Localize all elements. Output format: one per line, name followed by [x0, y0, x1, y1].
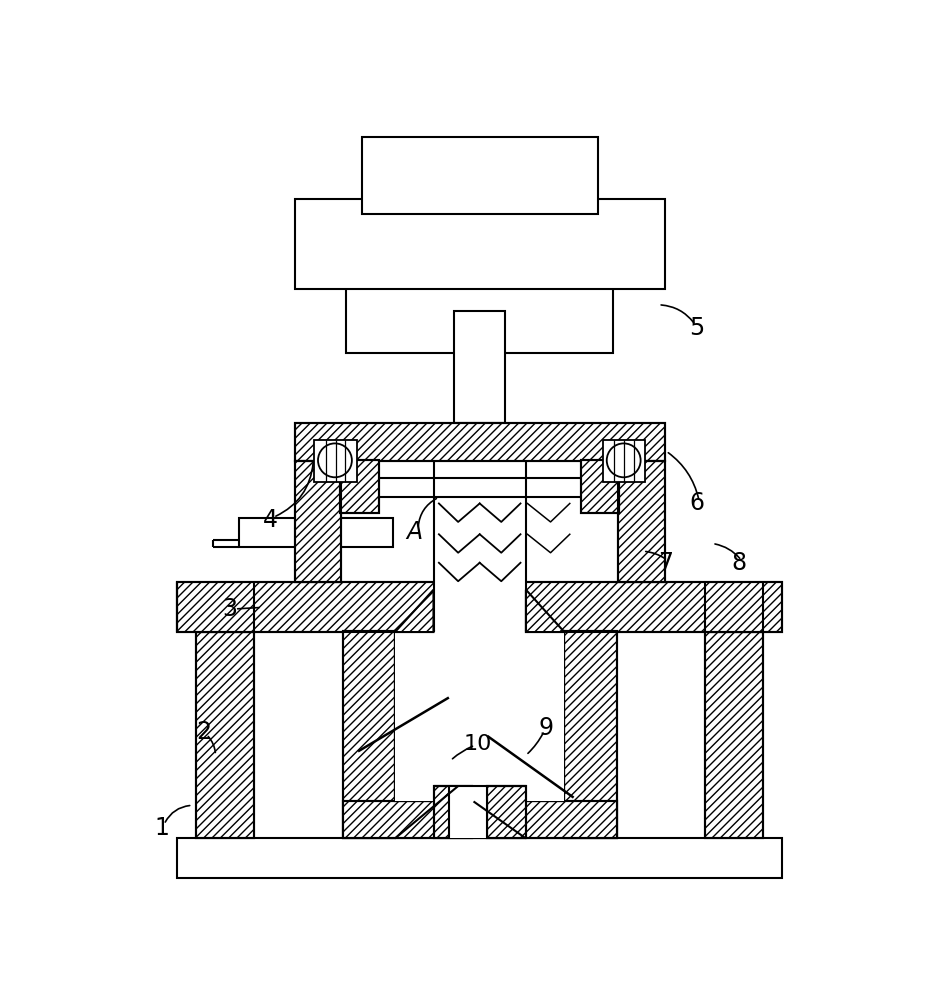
- Bar: [358, 478, 601, 497]
- Bar: [295, 423, 665, 461]
- Text: 10: 10: [464, 734, 492, 754]
- Bar: [433, 786, 472, 838]
- Bar: [706, 632, 763, 838]
- Bar: [526, 631, 564, 801]
- Text: 2: 2: [197, 720, 212, 744]
- Bar: [295, 199, 665, 289]
- Bar: [395, 631, 564, 801]
- Bar: [341, 460, 379, 513]
- Text: A: A: [406, 520, 422, 544]
- Bar: [343, 631, 395, 838]
- Bar: [177, 582, 782, 632]
- Bar: [343, 631, 395, 838]
- Bar: [619, 461, 665, 582]
- Bar: [619, 461, 665, 582]
- Bar: [346, 226, 613, 353]
- Bar: [564, 631, 617, 838]
- Bar: [488, 786, 526, 838]
- Bar: [343, 801, 617, 838]
- Bar: [177, 582, 782, 632]
- Text: 1: 1: [154, 816, 169, 840]
- Bar: [603, 440, 645, 482]
- Bar: [488, 786, 526, 838]
- Bar: [433, 786, 472, 838]
- Text: 9: 9: [538, 716, 553, 740]
- Bar: [449, 786, 488, 838]
- Bar: [295, 423, 665, 461]
- Text: 5: 5: [689, 316, 705, 340]
- Bar: [706, 632, 763, 838]
- Text: 3: 3: [222, 597, 237, 621]
- Bar: [454, 311, 505, 423]
- Bar: [564, 631, 617, 838]
- Text: 7: 7: [659, 551, 674, 575]
- Bar: [341, 460, 379, 513]
- Bar: [580, 460, 619, 513]
- Text: 8: 8: [732, 551, 747, 575]
- Bar: [433, 461, 526, 632]
- Bar: [395, 631, 433, 801]
- Bar: [395, 631, 433, 801]
- Polygon shape: [395, 590, 433, 632]
- Bar: [580, 460, 619, 513]
- Bar: [362, 137, 597, 214]
- Bar: [295, 461, 341, 582]
- Text: 4: 4: [263, 508, 278, 532]
- Bar: [343, 801, 617, 838]
- Text: 6: 6: [689, 491, 705, 515]
- Bar: [314, 440, 357, 482]
- Bar: [177, 838, 782, 878]
- Polygon shape: [526, 590, 564, 632]
- Bar: [239, 518, 393, 547]
- Bar: [197, 632, 254, 838]
- Bar: [197, 632, 254, 838]
- Bar: [295, 461, 341, 582]
- Bar: [526, 631, 564, 801]
